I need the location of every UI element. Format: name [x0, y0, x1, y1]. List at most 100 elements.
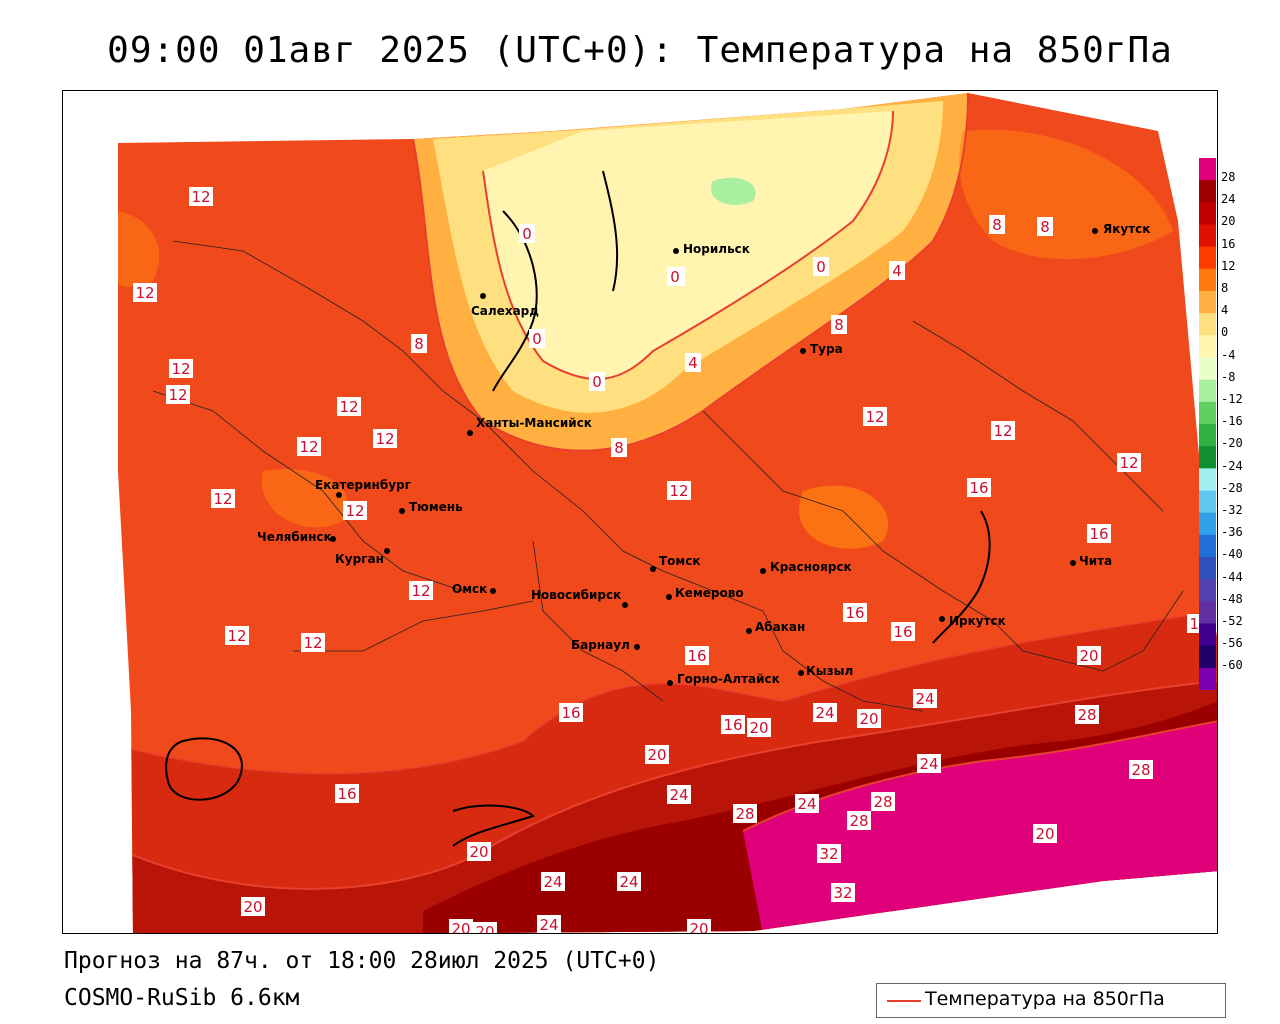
- svg-text:20: 20: [647, 746, 666, 764]
- city-kyzyl[interactable]: Кызыл: [798, 664, 853, 678]
- svg-text:12: 12: [411, 582, 430, 600]
- svg-text:12: 12: [171, 360, 190, 378]
- svg-text:24: 24: [669, 786, 688, 804]
- colorbar-tick-label: -12: [1221, 392, 1243, 406]
- svg-text:16: 16: [845, 604, 864, 622]
- colorbar-tick-label: -48: [1221, 591, 1243, 606]
- svg-text:Кызыл: Кызыл: [806, 664, 853, 678]
- colorbar-tick-label: -44: [1221, 569, 1243, 584]
- city-ekaterinburg[interactable]: Екатеринбург: [315, 478, 411, 498]
- city-barnaul[interactable]: Барнаул: [571, 638, 640, 652]
- svg-text:0: 0: [592, 373, 602, 391]
- isotherm-label: 24: [913, 689, 937, 708]
- svg-text:16: 16: [969, 479, 988, 497]
- city-kurgan[interactable]: Курган: [335, 548, 390, 566]
- isotherm-label: 24: [917, 754, 941, 773]
- colorbar-swatch: [1199, 424, 1216, 447]
- svg-text:24: 24: [797, 795, 816, 813]
- cities: Якутск Норильск Салехард Тура Ханты-Манс…: [257, 222, 1150, 686]
- colorbar-tick-label: -40: [1221, 547, 1243, 562]
- svg-text:Томск: Томск: [659, 554, 701, 568]
- isotherm-label: 24: [667, 785, 691, 804]
- svg-text:16: 16: [893, 623, 912, 641]
- svg-text:8: 8: [614, 439, 624, 457]
- city-chelyabinsk[interactable]: Челябинск: [257, 530, 336, 544]
- svg-text:Челябинск: Челябинск: [257, 530, 332, 544]
- isotherm-label: 32: [831, 883, 855, 902]
- isotherm-label: 12: [225, 626, 249, 645]
- city-omsk[interactable]: Омск: [452, 582, 496, 596]
- colorbar-tick-label: 28: [1221, 170, 1236, 184]
- svg-text:24: 24: [815, 704, 834, 722]
- svg-text:12: 12: [865, 408, 884, 426]
- svg-text:16: 16: [687, 647, 706, 665]
- svg-text:24: 24: [919, 755, 938, 773]
- svg-text:28: 28: [1077, 706, 1096, 724]
- colorbar-swatch: [1199, 534, 1216, 558]
- city-irkutsk[interactable]: Иркутск: [939, 614, 1006, 628]
- colorbar-swatch: [1199, 490, 1216, 514]
- isotherm-label: 12: [373, 429, 397, 448]
- isotherm-label: 0: [529, 329, 545, 348]
- svg-text:28: 28: [873, 793, 892, 811]
- isotherm-label: 28: [733, 804, 757, 823]
- temperature-field: [118, 93, 1217, 933]
- city-novosibirsk[interactable]: Новосибирск: [531, 588, 628, 608]
- colorbar-tick-label: -56: [1221, 636, 1243, 651]
- legend-label: Температура на 850гПа: [925, 988, 1165, 1010]
- city-kemerovo[interactable]: Кемерово: [666, 586, 744, 600]
- city-tomsk[interactable]: Томск: [650, 554, 701, 572]
- svg-text:12: 12: [1119, 454, 1138, 472]
- svg-text:20: 20: [749, 719, 768, 737]
- svg-text:12: 12: [345, 502, 364, 520]
- isotherm-label: 8: [411, 334, 427, 353]
- city-chita[interactable]: Чита: [1070, 554, 1112, 568]
- svg-text:Чита: Чита: [1079, 554, 1112, 568]
- svg-text:28: 28: [1131, 761, 1150, 779]
- isotherm-label: 8: [831, 315, 847, 334]
- svg-text:Тура: Тура: [810, 342, 843, 356]
- svg-text:0: 0: [532, 330, 542, 348]
- isotherm-label: 16: [891, 622, 915, 641]
- isotherm-label: 4: [889, 261, 905, 280]
- svg-text:Салехард: Салехард: [471, 304, 539, 318]
- svg-text:16: 16: [1089, 525, 1108, 543]
- svg-text:4: 4: [892, 262, 902, 280]
- city-salekhard[interactable]: Салехард: [471, 293, 539, 318]
- svg-text:Тюмень: Тюмень: [409, 500, 463, 514]
- city-norilsk[interactable]: Норильск: [673, 242, 750, 256]
- city-tura[interactable]: Тура: [800, 342, 843, 356]
- isotherm-label: 20: [687, 919, 711, 933]
- colorbar-tick-label: 4: [1221, 303, 1229, 318]
- colorbar-swatch: [1199, 313, 1216, 336]
- isotherm-label: 20: [467, 842, 491, 861]
- isotherm-label: 12: [211, 489, 235, 508]
- colorbar-tick-label: 24: [1221, 192, 1236, 207]
- colorbar-swatch: [1199, 246, 1216, 270]
- svg-text:Якутск: Якутск: [1103, 222, 1150, 236]
- isotherm-label: 12: [133, 283, 157, 302]
- city-gorno-altaysk[interactable]: Горно-Алтайск: [667, 672, 780, 686]
- legend: Температура на 850гПа: [876, 983, 1226, 1018]
- isotherm-label: 20: [645, 745, 669, 764]
- colorbar-swatch: [1199, 645, 1216, 669]
- city-krasnoyarsk[interactable]: Красноярск: [760, 560, 852, 574]
- city-khanty-mansiysk[interactable]: Ханты-Мансийск: [467, 416, 592, 436]
- isotherm-label: 12: [343, 501, 367, 520]
- isotherm-label: 20: [857, 709, 881, 728]
- svg-text:12: 12: [339, 398, 358, 416]
- city-abakan[interactable]: Абакан: [746, 620, 805, 634]
- isotherm-label: 12: [409, 581, 433, 600]
- weather-map: Якутск Норильск Салехард Тура Ханты-Манс…: [62, 90, 1218, 934]
- city-yakutsk[interactable]: Якутск: [1092, 222, 1150, 236]
- svg-text:8: 8: [1040, 218, 1050, 236]
- isotherm-labels: 12 12 12 12 12 12 12 12 12 12 12 12 12 12 12 12 8 8 8 8 8 4 4 0…: [133, 187, 1211, 934]
- svg-text:Абакан: Абакан: [755, 620, 805, 634]
- isotherm-label: 8: [611, 438, 627, 457]
- svg-text:0: 0: [522, 225, 532, 243]
- isotherm-label: 16: [685, 646, 709, 665]
- svg-text:20: 20: [1079, 647, 1098, 665]
- isotherm-label: 12: [337, 397, 361, 416]
- svg-text:20: 20: [451, 920, 470, 934]
- city-tyumen[interactable]: Тюмень: [399, 500, 463, 514]
